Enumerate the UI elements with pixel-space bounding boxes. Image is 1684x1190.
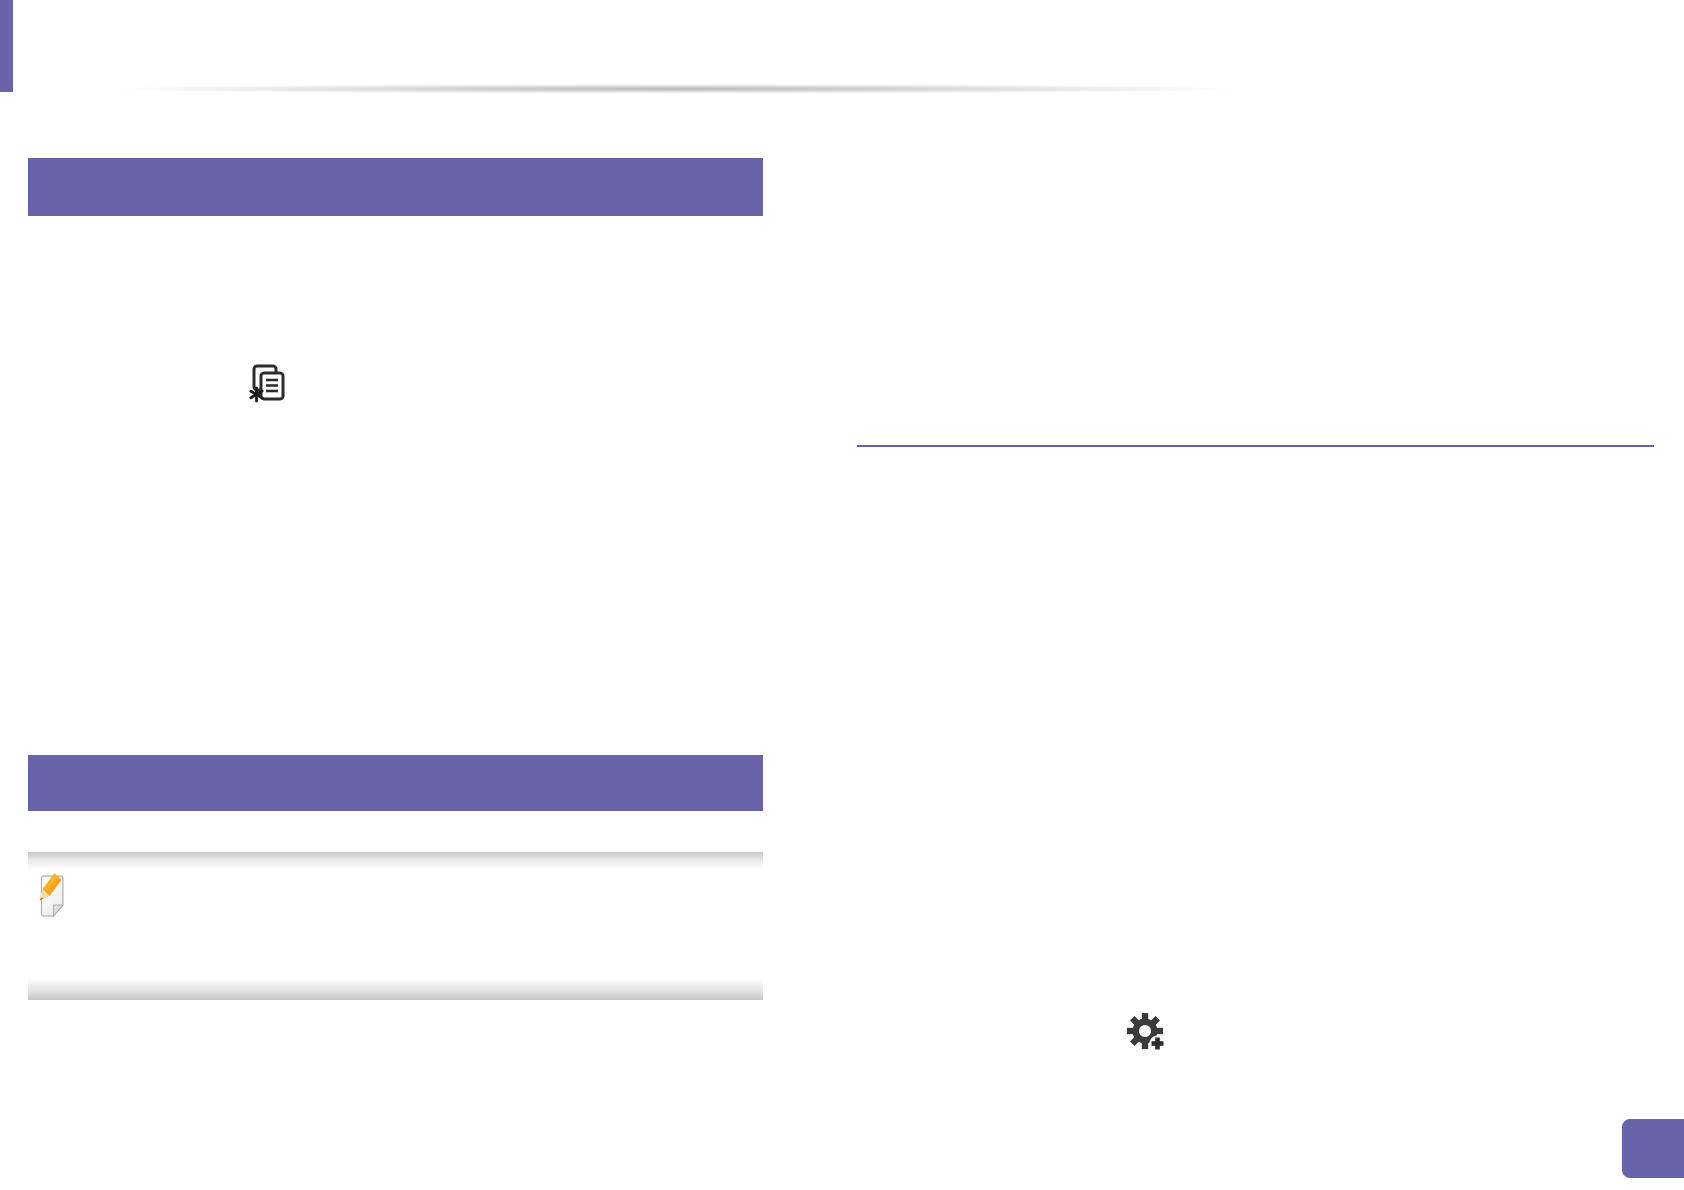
note-box-top-bar: [28, 852, 763, 870]
duplicate-pages-asterisk-icon: [247, 362, 289, 404]
right-column-divider: [857, 445, 1654, 447]
gear-plus-icon: [1126, 1012, 1166, 1052]
header-corner-bar: [0, 0, 13, 92]
header-shadow-band: [58, 83, 1528, 97]
note-box: [28, 852, 763, 1000]
note-pencil-icon: [38, 872, 68, 920]
page-number-tab: [1622, 1119, 1684, 1178]
section-banner-1: [28, 158, 763, 216]
section-banner-2: [28, 755, 763, 811]
note-box-bottom-bar: [28, 978, 763, 1000]
